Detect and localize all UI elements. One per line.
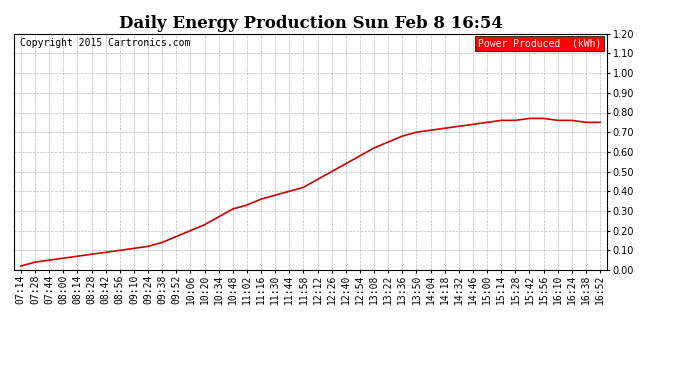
Text: Copyright 2015 Cartronics.com: Copyright 2015 Cartronics.com [20,39,190,48]
Text: Power Produced  (kWh): Power Produced (kWh) [478,39,601,48]
Title: Daily Energy Production Sun Feb 8 16:54: Daily Energy Production Sun Feb 8 16:54 [119,15,502,32]
